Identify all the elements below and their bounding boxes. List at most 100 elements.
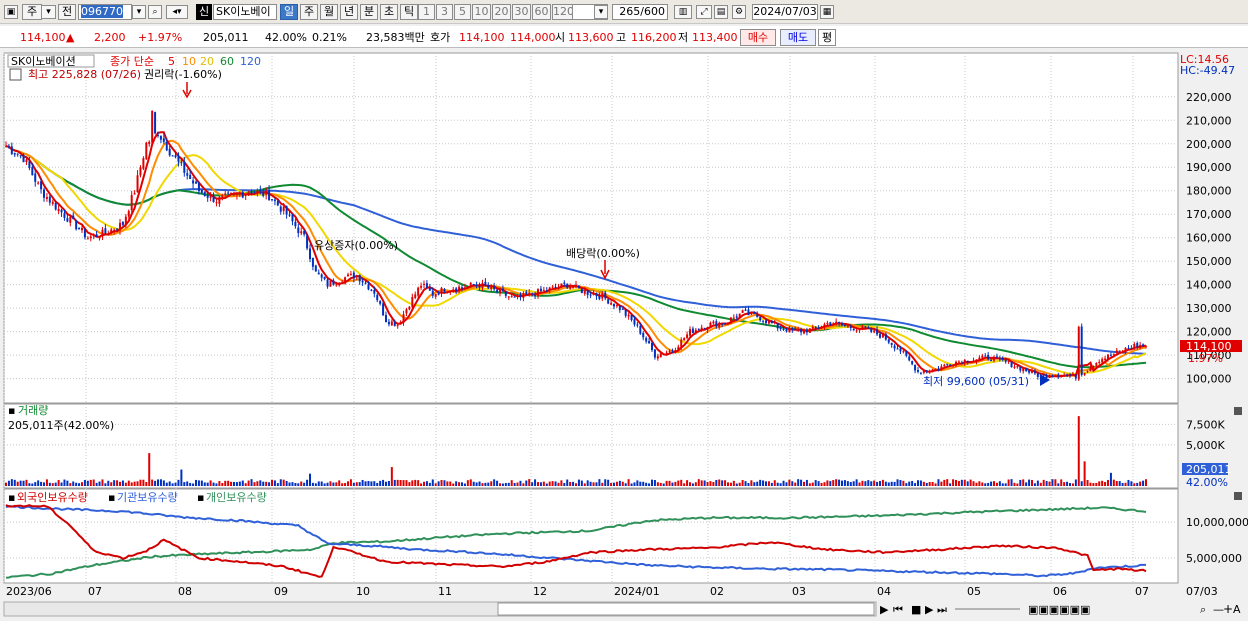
- candle-body: [618, 306, 621, 310]
- volume-bar: [329, 481, 332, 486]
- zoom-out-icon[interactable]: —: [1213, 603, 1224, 616]
- interval-button-1[interactable]: 3: [436, 4, 453, 20]
- interval-button-5[interactable]: 30: [512, 4, 531, 20]
- volume-bar: [200, 480, 203, 486]
- interval-button-3[interactable]: 10: [472, 4, 491, 20]
- candle-body: [180, 162, 183, 164]
- period-tab-1[interactable]: 주: [300, 4, 318, 20]
- annotation-dividend: 배당락(0.00%): [566, 247, 640, 260]
- scroll-right-icon[interactable]: ▶: [880, 603, 889, 616]
- period-tab-4[interactable]: 분: [360, 4, 378, 20]
- zoom-icon[interactable]: ⤢: [696, 5, 712, 19]
- volume-bar: [235, 482, 238, 486]
- type-select[interactable]: 주: [22, 4, 42, 20]
- interval-button-7[interactable]: 120: [552, 4, 574, 20]
- candle-body: [732, 317, 735, 319]
- volume-bar: [13, 479, 16, 486]
- volume-bar: [203, 482, 206, 486]
- average-button[interactable]: 평: [818, 29, 836, 46]
- volume-bar: [782, 480, 785, 486]
- buy-button[interactable]: 매수: [740, 29, 776, 46]
- play-icon[interactable]: ▶: [925, 603, 934, 616]
- volume-bar: [57, 480, 60, 486]
- layout-icon[interactable]: ▣▣▣▣▣▣: [1028, 603, 1090, 616]
- volume-close-icon[interactable]: [1234, 407, 1242, 415]
- first-icon[interactable]: ⏮: [893, 603, 903, 616]
- font-icon[interactable]: A: [1233, 603, 1241, 616]
- period-tab-5[interactable]: 초: [380, 4, 398, 20]
- volume-bar: [712, 481, 715, 486]
- price-tick-label: 200,000: [1186, 138, 1232, 151]
- candle-body: [113, 229, 116, 231]
- volume-bar: [846, 481, 849, 486]
- zoom-in-icon[interactable]: +: [1223, 602, 1233, 616]
- candle-body: [116, 228, 119, 230]
- period-tab-3[interactable]: 년: [340, 4, 358, 20]
- volume-bar: [531, 482, 534, 486]
- period-tab-6[interactable]: 틱: [400, 4, 418, 20]
- stock-name[interactable]: SK이노베이: [213, 4, 277, 20]
- volume-bar: [244, 483, 247, 486]
- candle-body: [86, 238, 89, 240]
- volume-bar: [651, 479, 653, 486]
- sell-button[interactable]: 매도: [780, 29, 816, 46]
- period-tab-0[interactable]: 일: [280, 4, 298, 20]
- dropdown-icon[interactable]: ▾: [132, 5, 146, 19]
- volume-bar: [776, 482, 779, 486]
- candle-body: [10, 146, 13, 154]
- candle-body: [247, 192, 250, 196]
- volume-bar: [683, 483, 686, 486]
- volume-bar: [72, 481, 75, 486]
- legend-ma20: 20: [200, 55, 214, 68]
- interval-button-4[interactable]: 20: [492, 4, 511, 20]
- calendar-icon[interactable]: ▦: [820, 5, 834, 19]
- volume-bar: [396, 479, 399, 486]
- ma120-line: [5, 145, 1147, 355]
- price-tick-label: 100,000: [1186, 373, 1232, 386]
- volume-bar: [382, 479, 385, 486]
- candle-body: [1101, 359, 1104, 363]
- volume-title: 거래량: [18, 404, 48, 417]
- volume-bar: [537, 482, 539, 486]
- period-tab-2[interactable]: 월: [320, 4, 338, 20]
- interval-button-2[interactable]: 5: [454, 4, 471, 20]
- stock-chart[interactable]: 220,000 210,000 200,000 190,000 180,000 170,0…: [0, 52, 1248, 621]
- candle-body: [107, 233, 110, 235]
- gear-icon[interactable]: ⚙: [732, 5, 746, 19]
- volume-bar: [1077, 416, 1080, 486]
- candle-body: [569, 286, 572, 289]
- volume-bar: [724, 480, 727, 486]
- save-icon[interactable]: ▤: [714, 5, 728, 19]
- candle-body: [727, 322, 729, 324]
- search-icon[interactable]: ⌕: [148, 5, 162, 19]
- candle-body: [104, 228, 107, 234]
- scrollbar-thumb[interactable]: [497, 602, 875, 616]
- chevron-down-icon[interactable]: ▾: [42, 5, 56, 19]
- table-icon[interactable]: [9, 68, 22, 81]
- date-field[interactable]: 2024/07/03: [752, 4, 818, 20]
- volume-bar: [879, 481, 881, 486]
- volume-bar: [78, 483, 81, 486]
- volume-bar: [697, 479, 700, 486]
- volume-bar: [154, 480, 157, 486]
- volume-bar: [66, 480, 69, 486]
- volume-tag-pct: 42.00%: [1186, 476, 1228, 489]
- candle-body: [95, 234, 98, 238]
- search-icon[interactable]: ⌕: [1200, 603, 1206, 616]
- count-field[interactable]: 265/600: [612, 4, 668, 20]
- interval-button-6[interactable]: 60: [532, 4, 551, 20]
- date-tick-label: 11: [438, 585, 452, 598]
- volume-bar: [390, 467, 393, 486]
- window-icon[interactable]: ▣: [4, 5, 18, 19]
- volume-bar: [259, 480, 262, 486]
- candle-body: [1004, 359, 1007, 362]
- stop-icon[interactable]: ■: [911, 603, 921, 616]
- holdings-close-icon[interactable]: [1234, 492, 1242, 500]
- candle-icon[interactable]: ▥: [674, 5, 692, 19]
- chevron-down-icon[interactable]: ▾: [594, 5, 608, 19]
- prev-select[interactable]: 전: [58, 4, 76, 20]
- interval-button-0[interactable]: 1: [418, 4, 435, 20]
- last-icon[interactable]: ⏭: [937, 603, 947, 616]
- code-input[interactable]: 096770: [78, 4, 132, 20]
- sound-icon[interactable]: ◂▾: [166, 5, 188, 19]
